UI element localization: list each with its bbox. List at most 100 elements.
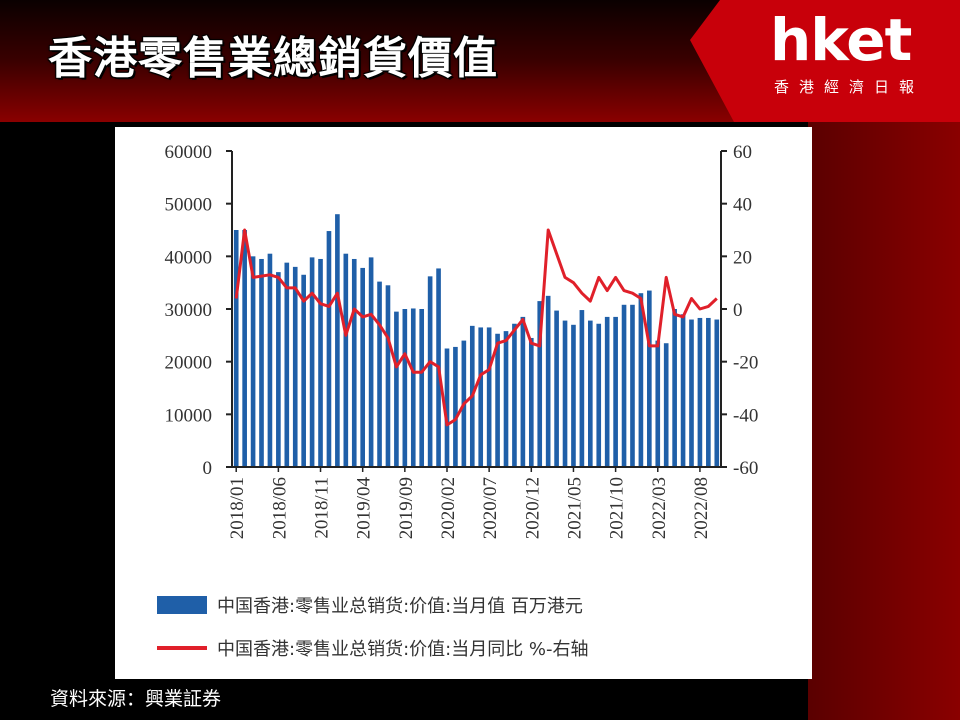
- x-tick-label: 2020/02: [438, 477, 459, 539]
- source-note: 資料來源：興業証券: [50, 688, 222, 710]
- right-tick-label: 40: [733, 195, 752, 216]
- bar: [318, 258, 323, 467]
- bar: [528, 337, 534, 467]
- bar: [242, 230, 247, 467]
- x-tick-label: 2021/05: [564, 477, 585, 539]
- bar: [284, 262, 290, 467]
- chart-legend: 中国香港:零售业总销货:价值:当月值 百万港元中国香港:零售业总销货:价值:当月…: [157, 596, 589, 660]
- right-tick-label: -20: [733, 353, 758, 374]
- left-tick-label: 0: [203, 458, 213, 479]
- right-tick-label: 20: [733, 247, 752, 268]
- chart-labels: 0 10000 20000 30000 40000 50000 60000 -60 -40 -20…: [165, 142, 759, 539]
- bar: [343, 253, 349, 467]
- x-tick-label: 2021/10: [607, 477, 628, 539]
- bar: [309, 257, 315, 467]
- bar: [444, 348, 450, 467]
- x-tick-label: 2018/11: [312, 477, 333, 539]
- right-tick-label: 60: [733, 142, 752, 163]
- bar: [276, 272, 281, 467]
- left-tick-label: 40000: [165, 247, 213, 268]
- bar: [267, 253, 273, 467]
- bar: [478, 327, 484, 467]
- header-bar: 香港零售業總銷貨價值 hket 香港經濟日報: [0, 0, 960, 122]
- retail-sales-chart: 0 10000 20000 30000 40000 50000 60000 -60 -40 -20…: [157, 142, 759, 660]
- x-tick-label: 2020/12: [522, 477, 543, 539]
- chart-container: 0 10000 20000 30000 40000 50000 60000 -60 -40 -20…: [115, 127, 812, 679]
- bar: [596, 323, 602, 467]
- x-tick-label: 2022/08: [691, 477, 712, 539]
- bar: [377, 281, 382, 467]
- bar: [554, 310, 559, 467]
- bar: [706, 317, 711, 467]
- bar: [326, 231, 332, 467]
- bar: [638, 293, 644, 467]
- legend-bar-label: 中国香港:零售业总销货:价值:当月值 百万港元: [217, 596, 583, 617]
- header-fade: [0, 0, 740, 122]
- logo-panel: [690, 0, 960, 122]
- legend-bar-swatch: [157, 596, 207, 614]
- bar: [630, 304, 635, 467]
- bar: [680, 314, 686, 467]
- bar: [588, 320, 593, 467]
- right-tick-label: 0: [733, 300, 743, 321]
- bar: [351, 258, 357, 467]
- logo-word: hket: [770, 6, 912, 74]
- bar: [537, 301, 543, 467]
- right-tick-label: -60: [733, 458, 758, 479]
- bar: [663, 343, 669, 467]
- bar: [419, 309, 425, 467]
- x-tick-label: 2018/01: [227, 477, 248, 539]
- bar: [259, 258, 264, 467]
- bar: [545, 295, 551, 467]
- bar: [579, 310, 585, 467]
- bar-series: [233, 214, 720, 467]
- bar: [604, 316, 610, 467]
- bar: [613, 316, 618, 467]
- bar: [672, 309, 677, 467]
- bar: [292, 266, 298, 467]
- yoy-line: [234, 228, 718, 427]
- bar: [394, 311, 399, 467]
- bar: [520, 316, 526, 467]
- bar: [427, 276, 433, 467]
- x-tick-label: 2019/04: [354, 477, 375, 540]
- bar: [503, 331, 509, 467]
- hket-logo[interactable]: hket 香港經濟日報: [770, 10, 942, 110]
- bar: [250, 256, 256, 467]
- right-side-panel: [808, 122, 960, 720]
- page-title: 香港零售業總銷貨價值: [48, 33, 498, 84]
- left-tick-label: 60000: [165, 142, 213, 163]
- x-tick-label: 2020/07: [480, 477, 501, 539]
- right-tick-label: -40: [733, 405, 758, 426]
- bar: [655, 340, 661, 467]
- bar: [402, 309, 408, 467]
- bar: [486, 327, 492, 467]
- bar: [301, 274, 306, 467]
- left-tick-label: 20000: [165, 353, 213, 374]
- bar: [689, 319, 694, 467]
- bar: [368, 257, 374, 467]
- x-tick-label: 2022/03: [649, 477, 670, 539]
- logo-subtitle: 香港經濟日報: [774, 78, 925, 96]
- legend-line-label: 中国香港:零售业总销货:价值:当月同比 %-右轴: [217, 639, 589, 660]
- bar: [495, 333, 500, 467]
- left-tick-label: 30000: [165, 300, 213, 321]
- bar: [562, 320, 568, 467]
- x-tick-label: 2018/06: [269, 477, 290, 539]
- bar: [410, 308, 416, 467]
- bar: [453, 346, 458, 467]
- chart-axes: [226, 150, 727, 472]
- bar: [647, 290, 652, 467]
- x-tick-label: 2019/09: [396, 477, 417, 539]
- bar: [571, 324, 576, 467]
- bar: [360, 267, 365, 467]
- bar: [335, 214, 340, 467]
- bar: [512, 323, 517, 467]
- bar: [714, 319, 720, 467]
- bar: [233, 230, 239, 467]
- bar: [621, 304, 627, 467]
- line-series: [234, 228, 718, 427]
- left-tick-label: 50000: [165, 195, 213, 216]
- left-tick-label: 10000: [165, 405, 213, 426]
- bar: [385, 285, 391, 467]
